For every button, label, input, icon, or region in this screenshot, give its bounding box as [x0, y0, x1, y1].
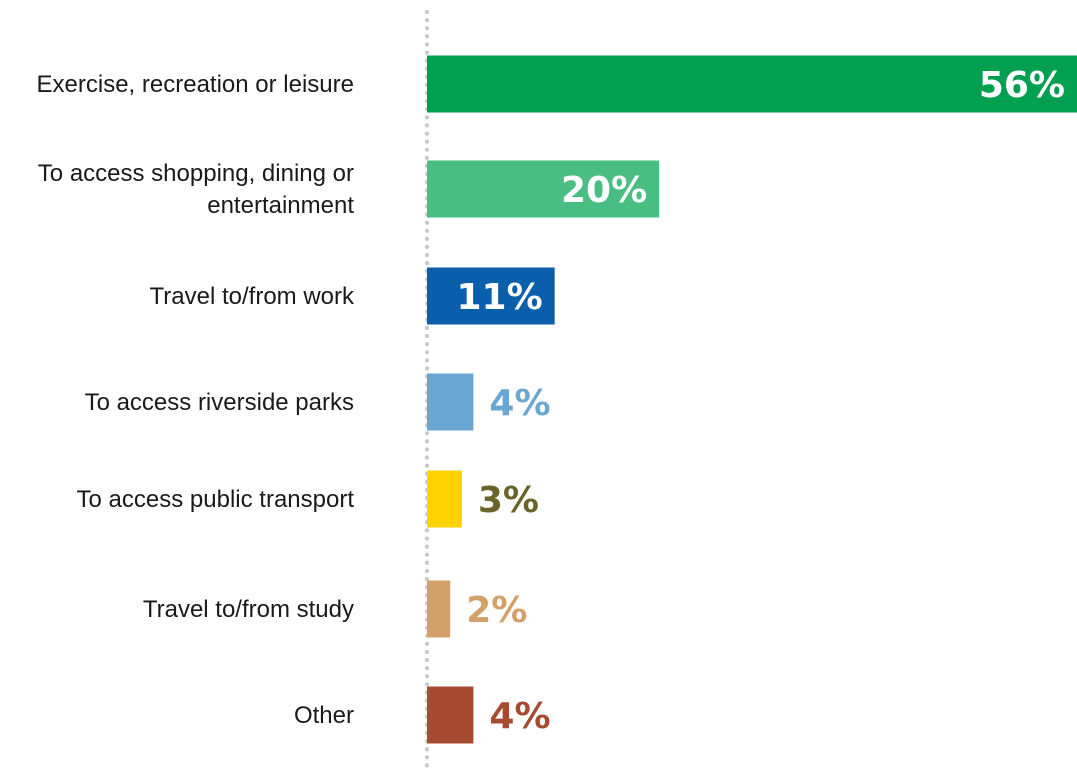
bar-4 [427, 373, 474, 431]
bar-1 [427, 55, 1077, 113]
category-label: Travel to/from study [143, 596, 354, 623]
value-label: 56% [979, 65, 1065, 106]
category-label: Other [294, 702, 354, 729]
bar-2 [427, 160, 660, 218]
category-label-line: To access public transport [77, 486, 355, 513]
value-label: 4% [489, 383, 550, 424]
category-label-line: Travel to/from study [143, 596, 354, 623]
bar-5 [427, 470, 462, 528]
category-label-line: Other [294, 702, 354, 729]
bar-7 [427, 686, 474, 744]
category-label: Travel to/from work [150, 283, 355, 310]
category-label-line: To access shopping, dining or [38, 160, 354, 187]
value-label: 4% [489, 696, 550, 737]
category-label-line: To access riverside parks [85, 389, 354, 416]
category-label-line: Travel to/from work [150, 283, 355, 310]
value-label: 2% [466, 590, 527, 631]
bar-6 [427, 580, 451, 638]
category-label: Exercise, recreation or leisure [37, 71, 354, 98]
category-label-line: entertainment [207, 192, 354, 219]
category-label: To access riverside parks [85, 389, 354, 416]
category-label: To access public transport [77, 486, 355, 513]
bar-3 [427, 267, 555, 325]
category-label-line: Exercise, recreation or leisure [37, 71, 354, 98]
value-label: 20% [561, 170, 647, 211]
value-label: 3% [478, 480, 539, 521]
value-label: 11% [457, 277, 543, 318]
category-label: To access shopping, dining or entertainme… [38, 160, 355, 219]
